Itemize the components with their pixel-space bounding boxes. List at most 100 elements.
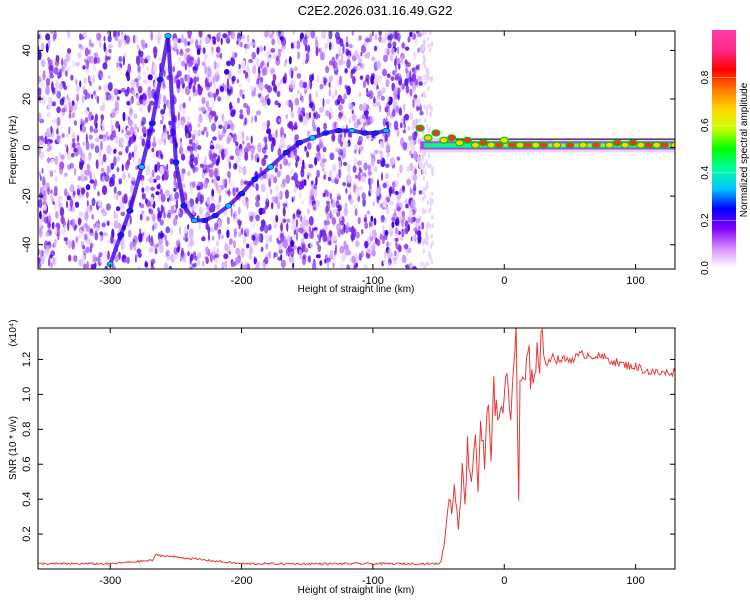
noise-blob bbox=[87, 75, 91, 84]
noise-blob bbox=[157, 57, 162, 62]
noise-blob bbox=[325, 200, 331, 205]
noise-blob bbox=[336, 193, 341, 198]
noise-blob bbox=[428, 43, 431, 49]
noise-blob bbox=[300, 168, 305, 178]
noise-blob bbox=[196, 76, 200, 82]
noise-blob bbox=[224, 260, 228, 269]
noise-blob bbox=[88, 134, 93, 140]
noise-blob bbox=[269, 188, 273, 195]
noise-blob bbox=[165, 189, 170, 197]
noise-blob bbox=[127, 63, 131, 74]
noise-blob bbox=[395, 65, 398, 73]
noise-blob bbox=[266, 194, 269, 202]
y-tick-label: -40 bbox=[21, 237, 33, 253]
noise-blob bbox=[120, 63, 123, 69]
noise-blob bbox=[354, 204, 359, 209]
noise-blob bbox=[56, 116, 61, 126]
snr-x-ticks: -300 -200 -100 0 100 bbox=[99, 328, 645, 587]
noise-blob bbox=[266, 128, 272, 135]
noise-blob bbox=[194, 131, 199, 136]
noise-blob bbox=[81, 121, 85, 127]
noise-blob bbox=[107, 239, 110, 244]
noise-blob bbox=[322, 150, 325, 159]
noise-blob bbox=[423, 151, 427, 157]
noise-blob bbox=[127, 229, 132, 238]
noise-blob bbox=[66, 66, 71, 72]
noise-blob bbox=[325, 110, 330, 117]
noise-blob bbox=[317, 244, 322, 252]
noise-blob bbox=[381, 172, 383, 182]
noise-blob bbox=[159, 188, 163, 196]
noise-blob bbox=[236, 79, 240, 84]
carrier-point bbox=[636, 141, 646, 149]
noise-blob bbox=[38, 257, 41, 264]
noise-blob bbox=[65, 53, 71, 63]
noise-blob bbox=[259, 76, 264, 83]
noise-blob bbox=[358, 185, 363, 192]
carrier-point bbox=[470, 141, 480, 149]
noise-blob bbox=[47, 187, 51, 195]
noise-blob bbox=[103, 35, 106, 42]
colorbar-tick-label: 0.0 bbox=[700, 261, 711, 275]
noise-blob bbox=[124, 258, 127, 263]
noise-blob bbox=[118, 178, 122, 185]
noise-blob bbox=[179, 226, 182, 235]
noise-blob bbox=[277, 240, 282, 245]
noise-blob bbox=[362, 80, 367, 88]
noise-blob bbox=[73, 120, 78, 126]
carrier-point bbox=[507, 141, 517, 149]
noise-blob bbox=[81, 95, 85, 104]
noise-blob bbox=[264, 224, 269, 234]
noise-blob bbox=[104, 174, 110, 182]
noise-blob bbox=[238, 206, 241, 215]
noise-blob bbox=[282, 155, 287, 164]
noise-blob bbox=[268, 132, 272, 142]
noise-blob bbox=[273, 195, 279, 204]
noise-blob bbox=[315, 111, 319, 120]
noise-blob bbox=[218, 124, 223, 129]
noise-blob bbox=[422, 169, 425, 174]
spectrogram-frame bbox=[37, 30, 676, 270]
noise-blob bbox=[369, 236, 374, 242]
noise-blob bbox=[274, 184, 280, 192]
noise-blob bbox=[411, 233, 415, 243]
noise-blob bbox=[237, 165, 243, 174]
noise-blob bbox=[73, 167, 77, 176]
noise-blob bbox=[129, 241, 133, 251]
noise-blob bbox=[163, 211, 166, 219]
noise-blob bbox=[200, 195, 203, 205]
noise-blob bbox=[291, 94, 295, 99]
noise-blob bbox=[217, 120, 221, 126]
noise-blob bbox=[186, 171, 191, 177]
noise-blob bbox=[362, 121, 366, 128]
noise-blob bbox=[322, 97, 325, 108]
noise-blob bbox=[146, 216, 150, 222]
noise-blob bbox=[412, 120, 417, 128]
noise-blob bbox=[392, 97, 395, 106]
noise-blob bbox=[301, 107, 305, 114]
noise-blob bbox=[134, 152, 138, 159]
noise-blob bbox=[185, 116, 191, 121]
noise-blob bbox=[386, 241, 389, 248]
noise-blob bbox=[206, 196, 211, 206]
noise-blob bbox=[414, 234, 417, 243]
noise-blob bbox=[138, 232, 143, 243]
noise-blob bbox=[211, 111, 217, 117]
noise-blob bbox=[201, 236, 206, 242]
noise-blob bbox=[92, 254, 97, 264]
noise-blob bbox=[153, 82, 157, 91]
noise-blob bbox=[399, 187, 403, 197]
noise-blob bbox=[152, 213, 156, 223]
noise-blob bbox=[145, 100, 151, 105]
y-tick-label: 0 bbox=[21, 145, 33, 151]
noise-blob bbox=[192, 66, 198, 75]
noise-blob bbox=[63, 85, 68, 91]
noise-blob bbox=[61, 107, 66, 113]
noise-blob bbox=[162, 132, 168, 140]
noise-blob bbox=[145, 164, 151, 172]
noise-blob bbox=[397, 206, 401, 212]
noise-blob bbox=[124, 52, 127, 58]
noise-blob bbox=[192, 59, 198, 65]
noise-blob bbox=[82, 85, 85, 91]
noise-blob bbox=[305, 44, 308, 52]
